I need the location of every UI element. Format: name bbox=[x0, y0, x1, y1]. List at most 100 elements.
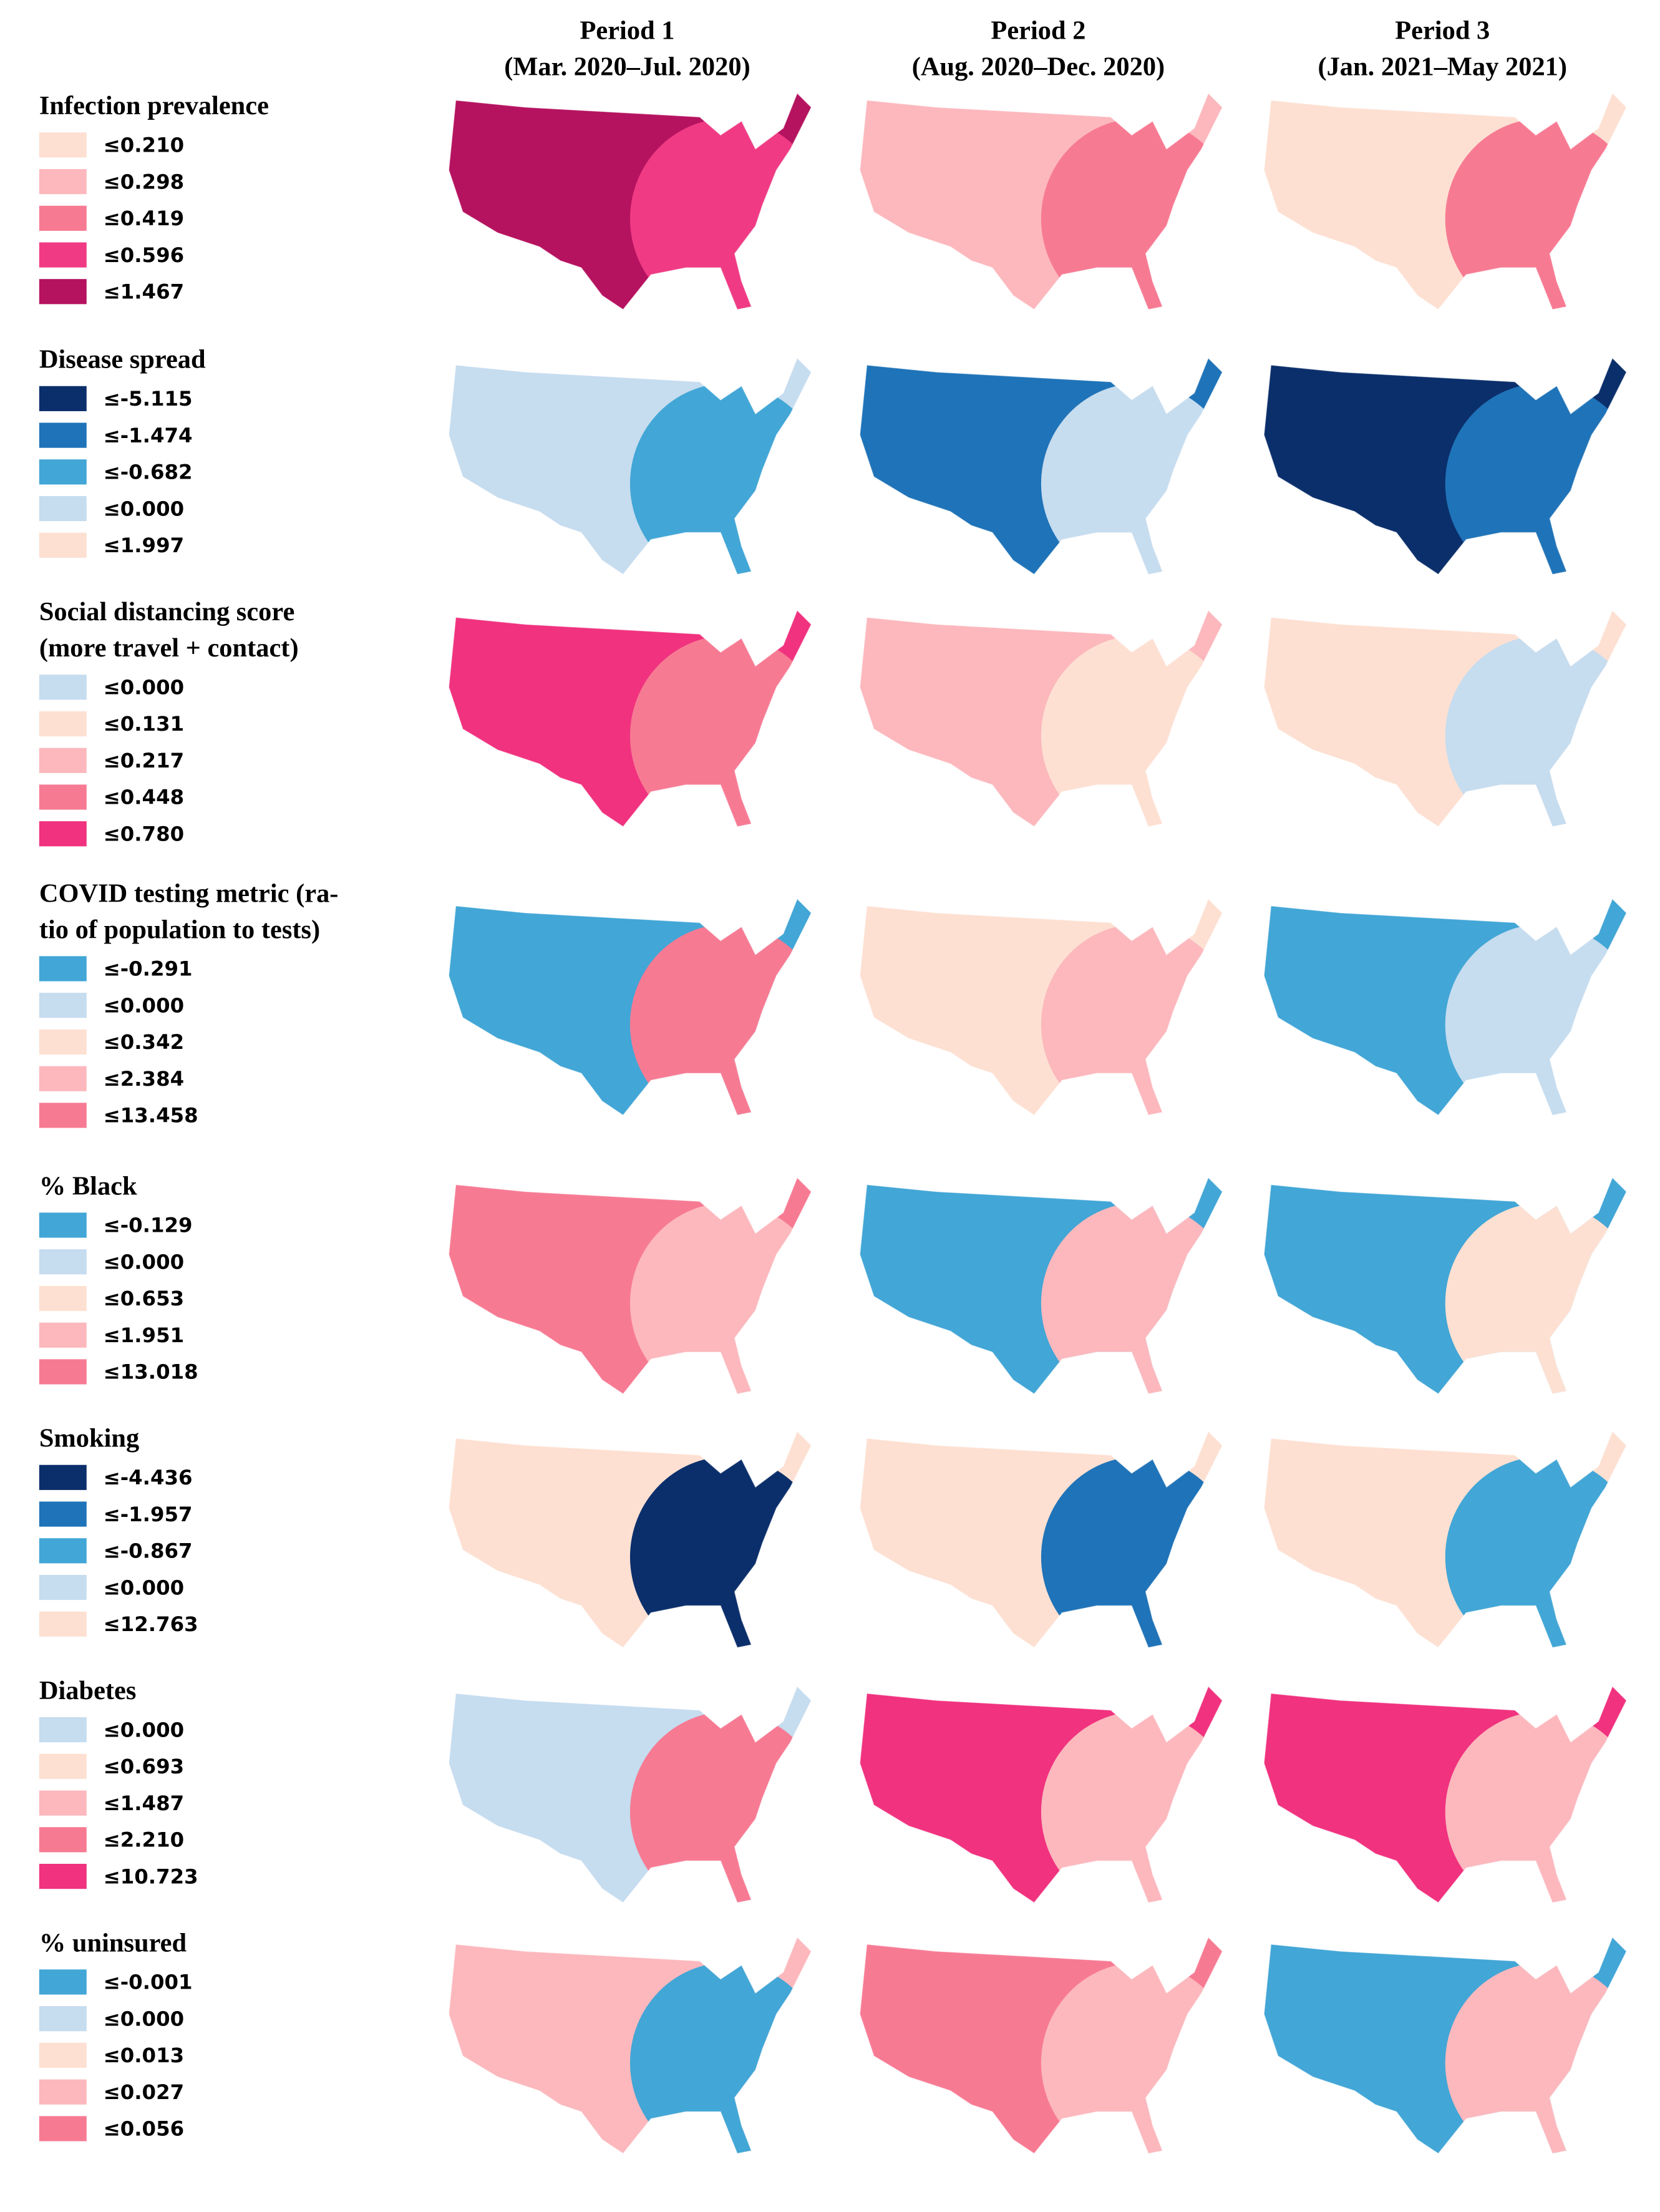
map-regions bbox=[1264, 1431, 1627, 1648]
legend-label: ≤-0.129 bbox=[104, 1214, 193, 1237]
map-regions bbox=[449, 1177, 812, 1394]
legend-swatch bbox=[39, 1066, 87, 1091]
us-map bbox=[448, 1936, 812, 2155]
legend-swatch bbox=[39, 821, 87, 847]
map-outline bbox=[448, 1685, 812, 1904]
map-regions bbox=[1264, 1937, 1627, 2154]
legend-swatch bbox=[39, 1212, 87, 1238]
legend-swatch bbox=[39, 279, 87, 305]
map-outline bbox=[1263, 1430, 1627, 1649]
map-regions bbox=[449, 1937, 812, 2154]
us-map bbox=[1263, 610, 1627, 827]
legend-label: ≤0.342 bbox=[104, 1030, 185, 1054]
legend-swatch bbox=[39, 1717, 87, 1743]
map-outline bbox=[448, 898, 812, 1116]
map-region bbox=[1445, 1962, 1627, 2154]
variable-title: % Black bbox=[39, 1171, 137, 1201]
legend-label: ≤1.997 bbox=[104, 534, 185, 557]
legend-swatch bbox=[39, 1827, 87, 1853]
map-regions bbox=[449, 358, 812, 575]
legend-label: ≤0.210 bbox=[104, 134, 185, 157]
map-regions bbox=[449, 610, 812, 827]
map-region bbox=[1445, 383, 1627, 575]
legend-label: ≤-0.001 bbox=[104, 1971, 193, 1994]
map-region bbox=[1445, 635, 1627, 827]
map-regions bbox=[1264, 899, 1627, 1116]
map-outline bbox=[1263, 898, 1627, 1116]
map-region bbox=[629, 923, 812, 1116]
map-regions bbox=[860, 1937, 1223, 2154]
map-region bbox=[1445, 1456, 1627, 1648]
legend-label: ≤0.217 bbox=[104, 749, 185, 772]
map-region bbox=[1445, 1712, 1627, 1903]
legend-label: ≤0.013 bbox=[104, 2044, 185, 2067]
map-regions bbox=[860, 1431, 1223, 1648]
legend-label: ≤1.951 bbox=[104, 1323, 185, 1347]
legend-swatch bbox=[39, 1969, 87, 1995]
map-regions bbox=[860, 1686, 1223, 1903]
legend-swatch bbox=[39, 242, 87, 268]
period-range: (Mar. 2020–Jul. 2020) bbox=[504, 52, 750, 82]
legend-label: ≤-0.682 bbox=[104, 460, 193, 484]
legend-label: ≤0.000 bbox=[104, 2007, 185, 2030]
map-outline bbox=[1263, 1685, 1627, 1904]
legend-swatch bbox=[39, 1285, 87, 1312]
map-outline bbox=[1263, 1936, 1627, 2155]
map-region bbox=[629, 118, 812, 309]
map-region bbox=[629, 635, 812, 827]
us-map bbox=[448, 898, 812, 1116]
map-regions bbox=[860, 93, 1223, 309]
us-map bbox=[859, 1430, 1223, 1649]
variable-title: COVID testing metric (ra- bbox=[39, 879, 339, 908]
legend-swatch bbox=[39, 2006, 87, 2032]
period-title: Period 1 bbox=[580, 16, 674, 46]
legend-swatch bbox=[39, 459, 87, 485]
us-map bbox=[1263, 1685, 1627, 1904]
legend-label: ≤-5.115 bbox=[104, 387, 193, 411]
legend-swatch bbox=[39, 532, 87, 558]
legend-swatch bbox=[39, 2079, 87, 2105]
map-region bbox=[629, 1712, 812, 1903]
map-outline bbox=[859, 1936, 1223, 2155]
map-region bbox=[629, 1202, 812, 1394]
legend-swatch bbox=[39, 1501, 87, 1527]
legend-label: ≤0.419 bbox=[104, 207, 185, 230]
period-range: (Aug. 2020–Dec. 2020) bbox=[912, 52, 1165, 82]
legend-label: ≤2.384 bbox=[104, 1067, 185, 1091]
map-outline bbox=[859, 1430, 1223, 1649]
legend-label: ≤2.210 bbox=[104, 1828, 185, 1852]
variable-title: Social distancing score bbox=[39, 597, 294, 626]
map-region bbox=[1041, 1712, 1223, 1903]
legend-label: ≤13.018 bbox=[104, 1360, 198, 1384]
variable-title: (more travel + contact) bbox=[39, 633, 299, 663]
map-outline bbox=[859, 1177, 1223, 1395]
map-outline bbox=[1263, 357, 1627, 575]
variable-title: Infection prevalence bbox=[39, 91, 269, 120]
map-region bbox=[1041, 1962, 1223, 2154]
legend-swatch bbox=[39, 1322, 87, 1348]
legend-swatch bbox=[39, 675, 87, 700]
legend-swatch bbox=[39, 1790, 87, 1816]
legend-swatch bbox=[39, 1103, 87, 1128]
legend-label: ≤0.000 bbox=[104, 1718, 185, 1742]
map-regions bbox=[1264, 358, 1627, 575]
legend-label: ≤10.723 bbox=[104, 1864, 198, 1888]
legend-swatch bbox=[39, 386, 87, 411]
legend-swatch bbox=[39, 1611, 87, 1637]
us-map bbox=[448, 92, 812, 310]
map-regions bbox=[1264, 93, 1627, 309]
us-map bbox=[448, 1177, 812, 1395]
map-outline bbox=[448, 357, 812, 575]
map-region bbox=[629, 1962, 812, 2154]
legend-swatch bbox=[39, 1864, 87, 1889]
legend-label: ≤0.056 bbox=[104, 2117, 185, 2141]
map-regions bbox=[449, 899, 812, 1116]
legend-label: ≤13.458 bbox=[104, 1104, 198, 1128]
map-regions bbox=[1264, 610, 1627, 827]
legend-swatch bbox=[39, 1753, 87, 1779]
legend-label: ≤0.780 bbox=[104, 822, 185, 845]
us-map bbox=[448, 357, 812, 575]
us-map bbox=[1263, 92, 1627, 310]
us-map bbox=[448, 1685, 812, 1904]
